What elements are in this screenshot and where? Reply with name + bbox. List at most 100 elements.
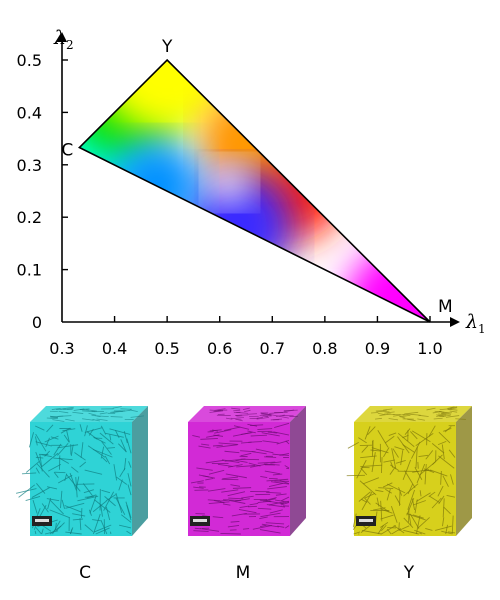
fiber — [448, 449, 456, 458]
y-tick-label: 0 — [32, 313, 42, 332]
fiber — [407, 483, 414, 495]
fiber — [208, 501, 230, 504]
fiber — [216, 444, 238, 448]
cube-side — [456, 406, 472, 536]
fiber — [381, 508, 393, 514]
fiber — [126, 504, 132, 521]
fiber — [267, 431, 278, 434]
fiber — [35, 433, 47, 452]
fiber — [262, 440, 279, 444]
cube-y: Y — [346, 406, 472, 583]
fiber — [384, 435, 395, 444]
fiber — [444, 426, 452, 433]
fiber — [15, 488, 37, 494]
x-tick-label: 0.7 — [260, 339, 285, 358]
fiber — [70, 466, 79, 473]
fiber — [418, 454, 429, 457]
fiber — [214, 429, 232, 434]
fiber — [259, 529, 281, 534]
fiber — [41, 528, 44, 535]
fiber — [103, 491, 115, 511]
fiber — [205, 459, 224, 464]
fiber — [249, 503, 259, 506]
fiber — [384, 411, 395, 414]
fiber — [21, 472, 37, 475]
fiber — [95, 527, 110, 535]
fiber — [61, 499, 65, 509]
fiber — [109, 434, 112, 441]
fiber — [393, 525, 405, 534]
fiber — [419, 490, 422, 497]
fiber — [198, 445, 211, 449]
fiber — [227, 524, 240, 528]
fiber — [415, 515, 421, 535]
fiber — [25, 496, 41, 502]
fiber — [386, 488, 391, 501]
fiber — [443, 506, 451, 515]
fiber — [429, 495, 440, 503]
fiber — [200, 437, 218, 440]
fiber — [441, 530, 453, 535]
fiber — [92, 419, 101, 422]
x-tick-label: 0.8 — [312, 339, 337, 358]
fiber — [383, 408, 393, 411]
fiber — [436, 414, 446, 417]
fiber — [53, 457, 73, 461]
fiber — [34, 530, 37, 535]
fiber — [437, 485, 444, 497]
fiber — [398, 525, 410, 531]
fiber — [404, 428, 411, 435]
fiber — [60, 490, 63, 509]
fiber — [239, 505, 250, 508]
fiber — [268, 501, 285, 506]
fiber — [403, 483, 419, 497]
cube-m: M — [188, 406, 306, 583]
fiber — [82, 410, 96, 413]
fiber — [375, 502, 390, 513]
fiber — [225, 417, 233, 420]
fiber — [199, 528, 220, 532]
fiber — [272, 473, 283, 476]
fiber — [441, 413, 452, 415]
fiber — [120, 409, 131, 412]
x-ticks: 0.3 0.4 0.5 0.6 0.7 0.8 0.9 1.0 — [49, 316, 443, 358]
fiber — [407, 418, 416, 422]
fiber — [406, 513, 426, 521]
fiber — [415, 446, 418, 468]
fiber — [64, 473, 68, 482]
fiber — [361, 530, 382, 535]
fiber — [117, 443, 127, 453]
fiber — [391, 448, 397, 470]
fiber — [247, 423, 258, 427]
fiber — [263, 497, 277, 502]
fiber — [394, 446, 405, 451]
fiber — [110, 416, 123, 418]
fiber — [57, 444, 79, 449]
fiber — [92, 500, 107, 513]
fiber — [385, 488, 392, 494]
fiber — [213, 500, 225, 504]
fiber — [41, 503, 49, 513]
ternary-plot: 0.3 0.4 0.5 0.6 0.7 0.8 0.9 1.0 00.10.20.30.40.… — [17, 27, 486, 358]
fiber — [260, 475, 268, 478]
fiber — [275, 414, 285, 417]
fiber — [413, 500, 426, 506]
fiber — [389, 467, 396, 475]
fiber — [402, 459, 412, 480]
fiber — [233, 425, 250, 430]
fiber — [270, 481, 290, 485]
fiber — [66, 430, 70, 443]
fiber — [261, 413, 272, 416]
fiber — [415, 432, 434, 447]
fiber — [388, 418, 399, 421]
fiber — [386, 528, 392, 535]
fiber — [192, 434, 200, 438]
scale-bar-mark — [193, 519, 207, 522]
triangle-outline — [77, 58, 431, 323]
fiber — [398, 487, 403, 496]
fiber — [72, 513, 86, 517]
fiber — [76, 476, 80, 488]
cube-side — [290, 406, 306, 536]
fiber — [428, 425, 436, 437]
